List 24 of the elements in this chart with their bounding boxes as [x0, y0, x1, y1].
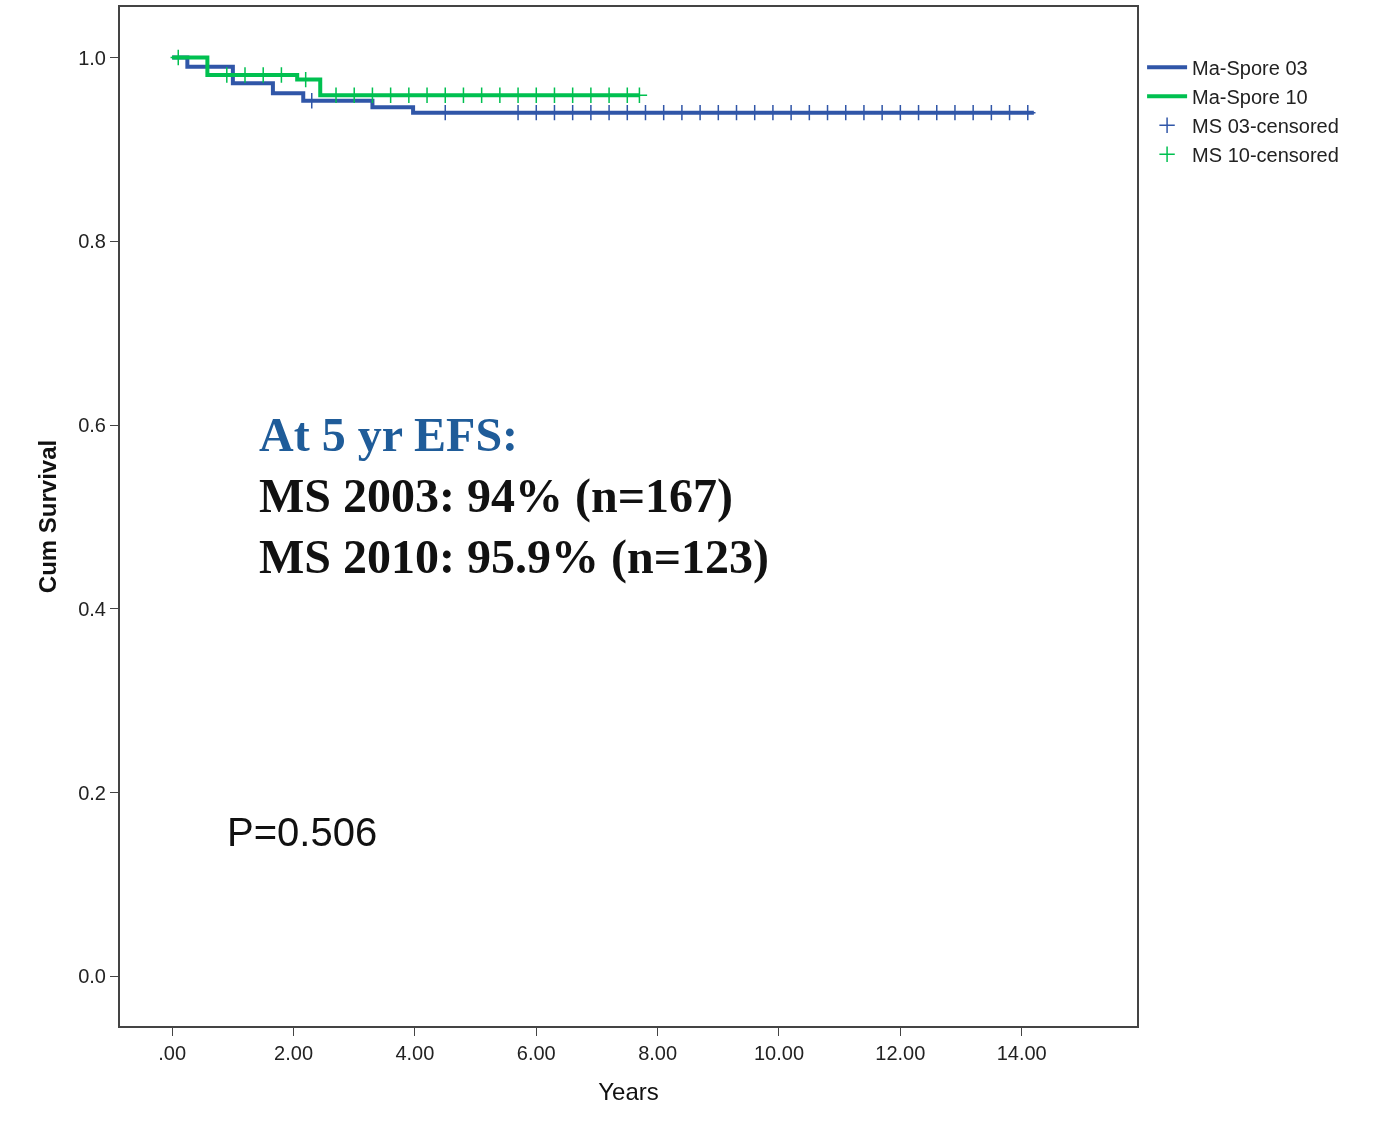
annotation: At 5 yr EFS: [259, 408, 519, 461]
y-tick-label: 1.0 [78, 46, 106, 69]
legend-label: Ma-Spore 10 [1192, 86, 1308, 109]
x-tick-label: 2.00 [274, 1042, 314, 1064]
x-axis-title: Years [598, 1077, 659, 1105]
x-tick-label: 12.00 [875, 1042, 926, 1064]
legend-label: MS 03-censored [1192, 115, 1339, 138]
y-tick-label: 0.4 [78, 597, 106, 620]
annotation: MS 2010: 95.9% (n=123) [259, 530, 769, 584]
y-tick-label: 0.2 [78, 781, 106, 804]
x-tick-label: 14.00 [996, 1042, 1047, 1064]
x-tick-label: 8.00 [638, 1042, 678, 1064]
x-tick-label: 4.00 [395, 1042, 435, 1064]
x-tick-label: 6.00 [516, 1042, 556, 1064]
y-tick-label: 0.6 [78, 414, 106, 437]
annotation: MS 2003: 94% (n=167) [259, 469, 733, 523]
x-tick-label: 10.00 [753, 1042, 805, 1064]
legend-label: MS 10-censored [1192, 144, 1339, 167]
annotation: P=0.506 [227, 810, 378, 854]
y-tick-label: 0.8 [78, 230, 106, 253]
legend-label: Ma-Spore 03 [1192, 57, 1308, 80]
y-axis-title: Cum Survival [33, 439, 61, 594]
y-tick-label: 0.0 [78, 965, 106, 988]
x-tick-label: .00 [158, 1042, 187, 1064]
